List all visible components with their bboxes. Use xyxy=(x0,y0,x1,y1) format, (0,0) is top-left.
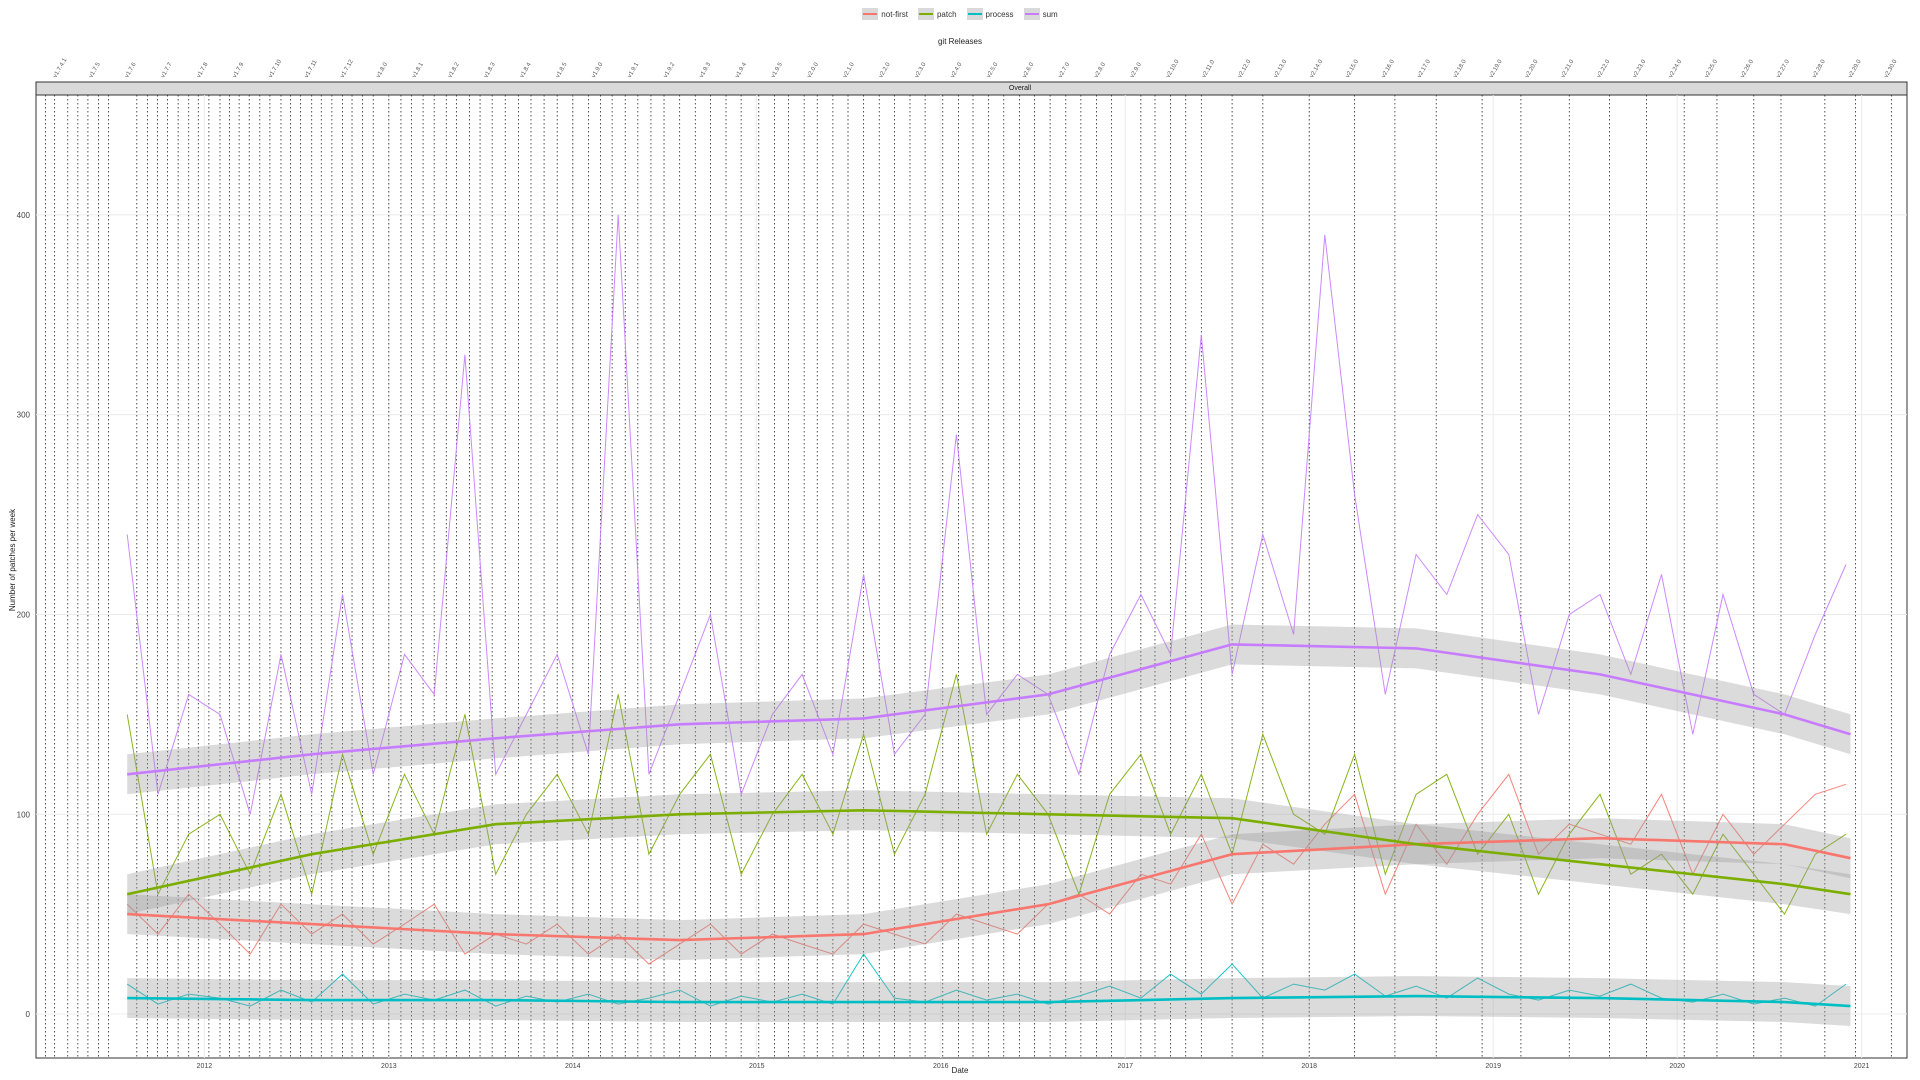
series-line-process xyxy=(126,953,1847,1007)
release-label: v2.28.0 xyxy=(1812,58,1827,79)
release-label: v2.13.0 xyxy=(1273,58,1288,79)
series-line-patch xyxy=(126,674,1847,916)
release-label: v2.16.0 xyxy=(1381,58,1396,79)
release-label: v2.10.0 xyxy=(1165,58,1180,79)
release-label: v1.9.5 xyxy=(771,61,785,79)
x-tick-label: 2021 xyxy=(1854,1063,1870,1070)
release-label: v2.21.0 xyxy=(1560,58,1575,79)
release-label: v2.1.0 xyxy=(842,61,856,79)
release-label: v1.8.4 xyxy=(519,61,533,79)
trend-line-sum xyxy=(127,643,1851,776)
y-tick-label: 400 xyxy=(17,211,31,220)
x-tick-label: 2015 xyxy=(749,1063,765,1070)
chart-legend: not-first patch process sum xyxy=(0,8,1920,20)
x-tick-label: 2018 xyxy=(1301,1063,1317,1070)
legend-key-patch xyxy=(917,8,934,20)
release-label: v2.3.0 xyxy=(914,61,928,79)
legend-key-not-first xyxy=(862,8,879,20)
release-label: v2.6.0 xyxy=(1022,61,1036,79)
trend-line-process xyxy=(127,994,1851,1008)
legend-item-process: process xyxy=(966,8,1014,20)
trend-line-not-first xyxy=(127,836,1851,942)
y-tick-label: 0 xyxy=(26,1010,31,1019)
release-label: v2.23.0 xyxy=(1632,58,1647,79)
release-label: v2.24.0 xyxy=(1668,58,1683,79)
release-label: v1.7.10 xyxy=(268,58,283,79)
release-label: v2.8.0 xyxy=(1094,61,1108,79)
release-label: v2.19.0 xyxy=(1489,58,1504,79)
y-tick-label: 200 xyxy=(17,610,31,619)
release-label: v2.25.0 xyxy=(1704,58,1719,79)
legend-item-patch: patch xyxy=(917,8,957,20)
release-label: v2.14.0 xyxy=(1309,58,1324,79)
release-label: v1.9.3 xyxy=(699,61,713,79)
x-tick-label: 2014 xyxy=(565,1063,581,1070)
legend-label-process: process xyxy=(985,9,1014,19)
release-label: v1.7.9 xyxy=(232,61,246,79)
release-label: v2.27.0 xyxy=(1776,58,1791,79)
release-label: v2.9.0 xyxy=(1130,61,1144,79)
release-label: v1.8.1 xyxy=(412,61,426,79)
legend-label-not-first: not-first xyxy=(881,9,908,19)
release-label: v2.7.0 xyxy=(1058,61,1072,79)
release-label: v1.9.2 xyxy=(663,61,677,79)
release-label: v1.7.6 xyxy=(124,61,138,79)
confidence-band-not-first xyxy=(127,818,1851,961)
release-label: v2.0.0 xyxy=(806,61,820,79)
release-label: v2.26.0 xyxy=(1740,58,1755,79)
release-label: v1.7.12 xyxy=(340,58,355,79)
release-label: v1.9.1 xyxy=(627,61,641,79)
release-label: v1.7.5 xyxy=(88,61,102,79)
release-label: v2.17.0 xyxy=(1417,58,1432,79)
x-tick-label: 2017 xyxy=(1117,1063,1133,1070)
release-label: v2.11.0 xyxy=(1201,59,1216,79)
release-label: v2.30.0 xyxy=(1884,58,1899,79)
release-label: v1.7.8 xyxy=(196,61,210,79)
x-tick-label: 2016 xyxy=(933,1063,949,1070)
legend-label-sum: sum xyxy=(1042,9,1058,19)
y-tick-label: 300 xyxy=(17,411,31,420)
legend-label-patch: patch xyxy=(936,9,957,19)
x-tick-label: 2019 xyxy=(1485,1063,1501,1070)
x-tick-label: 2020 xyxy=(1669,1063,1685,1070)
facet-strip-label: Overall xyxy=(1008,85,1032,92)
release-label: v1.8.0 xyxy=(376,61,390,79)
release-label: v1.8.5 xyxy=(555,61,569,79)
legend-key-process xyxy=(966,8,983,20)
release-label: v1.9.0 xyxy=(591,61,605,79)
release-label: v2.29.0 xyxy=(1848,58,1863,79)
y-tick-label: 100 xyxy=(17,810,31,819)
release-label: v2.22.0 xyxy=(1596,58,1611,79)
x-tick-label: 2013 xyxy=(381,1063,397,1070)
x-axis-title: Date xyxy=(951,1066,969,1075)
release-label: v1.7.11 xyxy=(304,59,319,79)
release-label: v1.9.4 xyxy=(735,61,749,79)
release-label: v2.12.0 xyxy=(1237,58,1252,79)
series-line-sum xyxy=(126,214,1847,815)
x-tick-label: 2012 xyxy=(197,1063,213,1070)
release-label: v2.5.0 xyxy=(986,61,1000,79)
release-label: v2.18.0 xyxy=(1453,58,1468,79)
series-line-not-first xyxy=(126,773,1847,965)
release-label: v1.8.2 xyxy=(447,61,461,79)
release-label: v1.8.3 xyxy=(483,61,497,79)
y-axis-title: Number of patches per week xyxy=(8,508,17,612)
legend-item-not-first: not-first xyxy=(862,8,908,20)
release-label: v2.20.0 xyxy=(1525,58,1540,79)
release-label: v1.7.4.1 xyxy=(53,57,69,79)
legend-item-sum: sum xyxy=(1023,8,1058,20)
trend-line-patch xyxy=(126,808,1851,896)
release-label: v2.2.0 xyxy=(878,61,892,79)
release-label: v2.4.0 xyxy=(950,61,964,79)
secondary-axis-title: git Releases xyxy=(937,37,983,46)
release-label: v2.15.0 xyxy=(1345,58,1360,79)
legend-key-sum xyxy=(1023,8,1040,20)
confidence-band-sum xyxy=(127,624,1851,795)
release-label: v1.7.7 xyxy=(160,61,174,79)
